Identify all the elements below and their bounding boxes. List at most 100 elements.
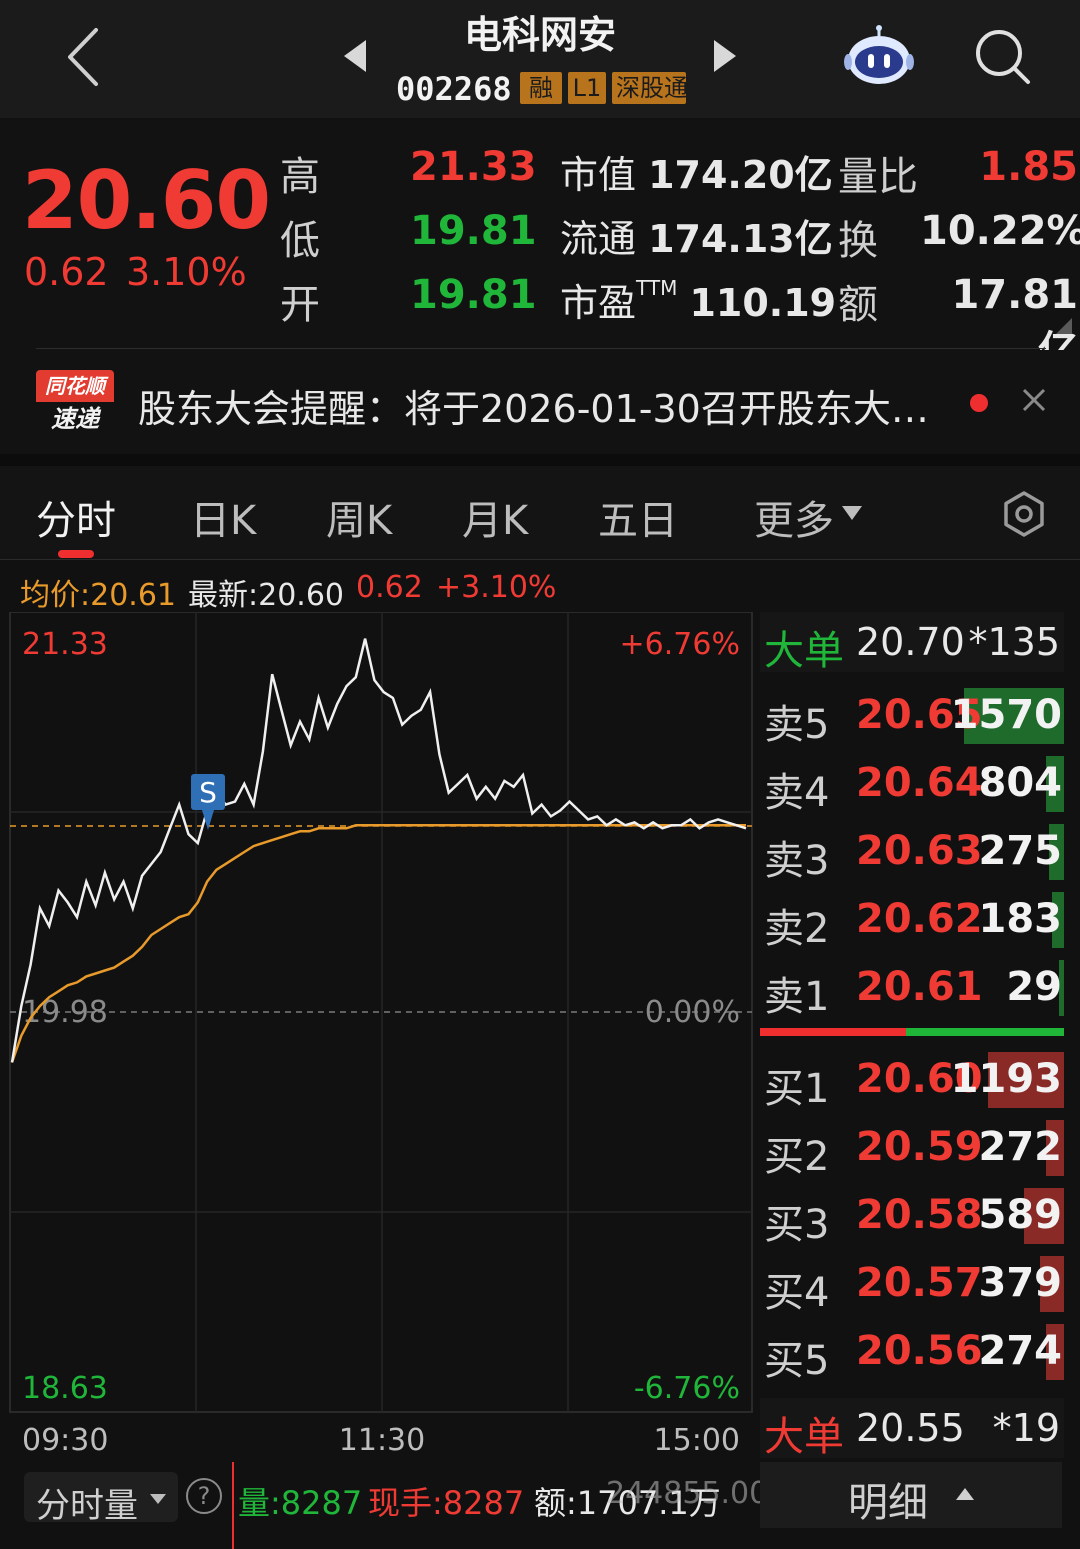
bid-volume-bar — [988, 1052, 1064, 1108]
low-value: 19.81 — [410, 208, 537, 254]
chevron-down-icon[interactable] — [842, 506, 862, 520]
last-price: 20.60 — [22, 154, 271, 247]
big-order-vol: *19 — [992, 1406, 1060, 1450]
pe-ttm-sup: TTM — [636, 276, 678, 300]
settings-hexagon-icon[interactable] — [1000, 490, 1048, 538]
ask-row[interactable]: 卖4 20.64 804 — [760, 752, 1064, 816]
open-value: 19.81 — [410, 272, 537, 318]
big-order-label: 大单 — [764, 628, 844, 674]
ask-volume-bar — [1052, 892, 1064, 948]
ask-row[interactable]: 卖1 20.61 29 — [760, 956, 1064, 1020]
news-headline[interactable]: 股东大会提醒：将于2026-01-30召开股东大… — [138, 387, 929, 431]
search-icon[interactable] — [972, 26, 1032, 86]
y-label-top: 21.33 — [22, 627, 108, 662]
tab-more[interactable]: 更多 — [754, 498, 834, 544]
active-tab-indicator — [58, 550, 94, 558]
sell-signal-marker[interactable]: S — [191, 774, 225, 830]
sz-connect-tag: 深股通 — [612, 72, 686, 104]
big-order-vol: *135 — [968, 620, 1060, 664]
tab-monthly-k[interactable]: 月K — [462, 498, 529, 544]
bid-price: 20.58 — [856, 1192, 983, 1238]
amount-value: 额:1707.1万 — [534, 1484, 721, 1522]
ask-volume: 29 — [1006, 964, 1062, 1010]
market-cap-value: 174.20亿 — [648, 153, 833, 197]
order-book: 大单 20.70 *135 卖5 20.65 1570 卖4 20.64 804 卖3 20.… — [756, 612, 1080, 1549]
price-change: 0.62 — [24, 250, 109, 294]
amount-label: 额 — [838, 282, 878, 328]
ask-price: 20.63 — [856, 828, 983, 874]
bid-row[interactable]: 买2 20.59 272 — [760, 1116, 1064, 1180]
bid-volume: 272 — [978, 1124, 1063, 1170]
bid-volume: 1193 — [950, 1056, 1062, 1102]
ask-row[interactable]: 卖2 20.62 183 — [760, 888, 1064, 952]
buy-ratio-fill — [760, 1028, 906, 1036]
volume-ratio-label: 量比 — [838, 154, 918, 200]
stock-name: 电科网安 — [463, 13, 616, 57]
big-order-top[interactable]: 大单 20.70 *135 — [760, 612, 1064, 674]
news-bar[interactable]: 同花顺 速递 股东大会提醒：将于2026-01-30召开股东大… — [0, 350, 1080, 454]
bid-price: 20.56 — [856, 1328, 983, 1374]
bid-row[interactable]: 买5 20.56 274 — [760, 1320, 1064, 1384]
x-label-close: 15:00 — [654, 1423, 740, 1458]
ask-level-label: 卖1 — [764, 974, 830, 1020]
volume-indicator-select[interactable]: 分时量 — [24, 1472, 178, 1526]
ask-row[interactable]: 卖3 20.63 275 — [760, 820, 1064, 884]
ask-volume-bar — [1059, 960, 1064, 1016]
volume-value: 量:8287 — [238, 1484, 363, 1522]
trade-detail-button[interactable]: 明细 — [760, 1462, 1062, 1528]
float-cap-label: 流通 — [560, 217, 637, 261]
bid-row[interactable]: 买1 20.60 1193 — [760, 1048, 1064, 1112]
close-icon[interactable] — [1016, 382, 1052, 418]
bid-level-label: 买3 — [764, 1202, 830, 1248]
bid-volume-bar — [1046, 1120, 1064, 1176]
quote-panel: 20.60 0.62 3.10% 高 低 开 21.33 19.81 19.81… — [0, 118, 1080, 374]
ask-price: 20.61 — [856, 964, 983, 1010]
big-order-label: 大单 — [764, 1414, 844, 1460]
bid-volume: 274 — [978, 1328, 1063, 1374]
help-icon[interactable]: ? — [186, 1478, 222, 1514]
high-value: 21.33 — [410, 144, 537, 190]
crosshair-line — [232, 1462, 234, 1549]
bid-level-label: 买1 — [764, 1066, 830, 1112]
market-cap-label: 市值 — [560, 153, 637, 197]
unread-dot — [970, 394, 988, 412]
tab-weekly-k[interactable]: 周K — [326, 498, 393, 544]
buy-sell-ratio-bar — [760, 1028, 1064, 1036]
ask-volume-bar — [964, 688, 1064, 744]
next-stock-triangle-icon[interactable] — [710, 36, 740, 76]
expand-corner-icon[interactable] — [1056, 318, 1072, 334]
bid-volume-bar — [1046, 1324, 1064, 1380]
section-gap — [0, 454, 1080, 466]
bid-volume-bar — [1040, 1256, 1064, 1312]
bid-price: 20.59 — [856, 1124, 983, 1170]
latest-change: 0.62 — [356, 570, 423, 605]
tab-five-day[interactable]: 五日 — [598, 498, 678, 544]
bid-level-label: 买5 — [764, 1338, 830, 1384]
price-change-pct: 3.10% — [126, 250, 247, 294]
tab-intraday[interactable]: 分时 — [36, 498, 116, 544]
tab-daily-k[interactable]: 日K — [190, 498, 257, 544]
volume-ratio-value: 1.85 — [979, 144, 1078, 190]
x-label-mid: 11:30 — [339, 1423, 425, 1458]
ask-price: 20.65 — [856, 692, 983, 738]
back-arrow-icon[interactable] — [58, 22, 118, 92]
bid-price: 20.60 — [856, 1056, 983, 1102]
float-cap-value: 174.13亿 — [648, 217, 833, 261]
intraday-chart[interactable]: 21.33 19.98 18.63 +6.76% 0.00% -6.76% S … — [0, 612, 756, 1462]
pe-ratio: 市盈TTM 110.19 — [560, 272, 836, 327]
ask-row[interactable]: 卖5 20.65 1570 — [760, 684, 1064, 748]
big-order-price: 20.55 — [856, 1406, 965, 1450]
ai-robot-icon[interactable] — [844, 24, 914, 86]
divider — [36, 348, 1046, 349]
bid-row[interactable]: 买4 20.57 379 — [760, 1252, 1064, 1316]
big-order-bottom[interactable]: 大单 20.55 *19 — [760, 1398, 1064, 1460]
latest-change-pct: +3.10% — [436, 570, 557, 605]
ask-level-label: 卖5 — [764, 702, 830, 748]
bid-row[interactable]: 买3 20.58 589 — [760, 1184, 1064, 1248]
prev-stock-triangle-icon[interactable] — [340, 36, 370, 76]
bid-volume-bar — [1024, 1188, 1064, 1244]
pct-label-bottom: -6.76% — [634, 1371, 740, 1406]
market-cap: 市值 174.20亿 — [560, 144, 833, 199]
open-label: 开 — [280, 282, 320, 328]
pe-label: 市盈 — [560, 281, 637, 325]
